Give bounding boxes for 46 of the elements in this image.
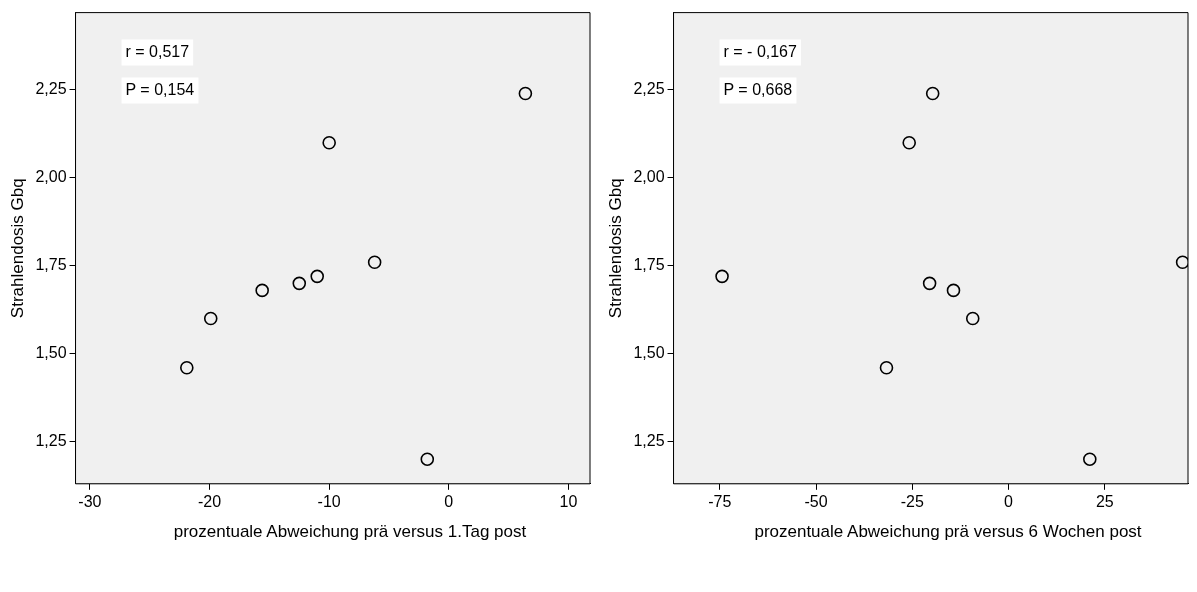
y-tick-label: 2,00 [633,168,665,186]
annotation: P = 0,668 [723,81,793,99]
y-tick-label: 1,25 [35,432,67,450]
x-tick-label: -25 [900,492,924,510]
point [310,269,325,284]
x-tick-label: -75 [708,492,732,510]
x-tick-label: 10 [559,492,578,510]
x-tick-label: 0 [444,492,454,510]
point [518,86,533,101]
x-axis-title: prozentuale Abweichung prä versus 1.Tag post [172,522,528,541]
x-tick-label: -50 [804,492,828,510]
point [180,360,194,375]
y-tick-label: 1,75 [633,256,665,274]
x-tick-label: -20 [197,492,222,510]
x-tick-label: 0 [1004,492,1014,510]
point [292,276,307,291]
point [367,255,382,270]
point [922,276,937,291]
y-axis-title: Strahlendosis Gbq [7,178,27,319]
point [1175,255,1188,270]
point [902,135,917,150]
x-axis-title: prozentuale Abweichung prä versus 6 Wochen post [753,522,1143,541]
y-tick-label: 2,00 [35,168,67,186]
x-tick-label: -30 [78,492,102,510]
y-tick-label: 2,25 [35,80,67,98]
y-tick-label: 1,50 [633,344,665,362]
annotation: r = - 0,167 [723,43,798,61]
point [1083,452,1097,466]
point [879,360,894,375]
x-tick-label: 25 [1095,492,1114,510]
x-tick-label: -10 [317,492,341,510]
y-axis-title: Strahlendosis Gbq [605,178,625,319]
point [965,311,980,326]
y-tick-label: 2,25 [633,80,665,98]
y-tick-label: 1,75 [35,256,67,274]
annotation: r = 0,517 [125,43,190,61]
point [322,135,336,150]
point [715,269,729,284]
annotation: P = 0,154 [125,81,195,99]
point [203,311,218,326]
point [420,452,435,466]
point [925,86,940,101]
y-tick-label: 1,25 [633,432,665,450]
point [255,283,269,298]
y-tick-label: 1,50 [35,344,67,362]
point [946,283,961,298]
